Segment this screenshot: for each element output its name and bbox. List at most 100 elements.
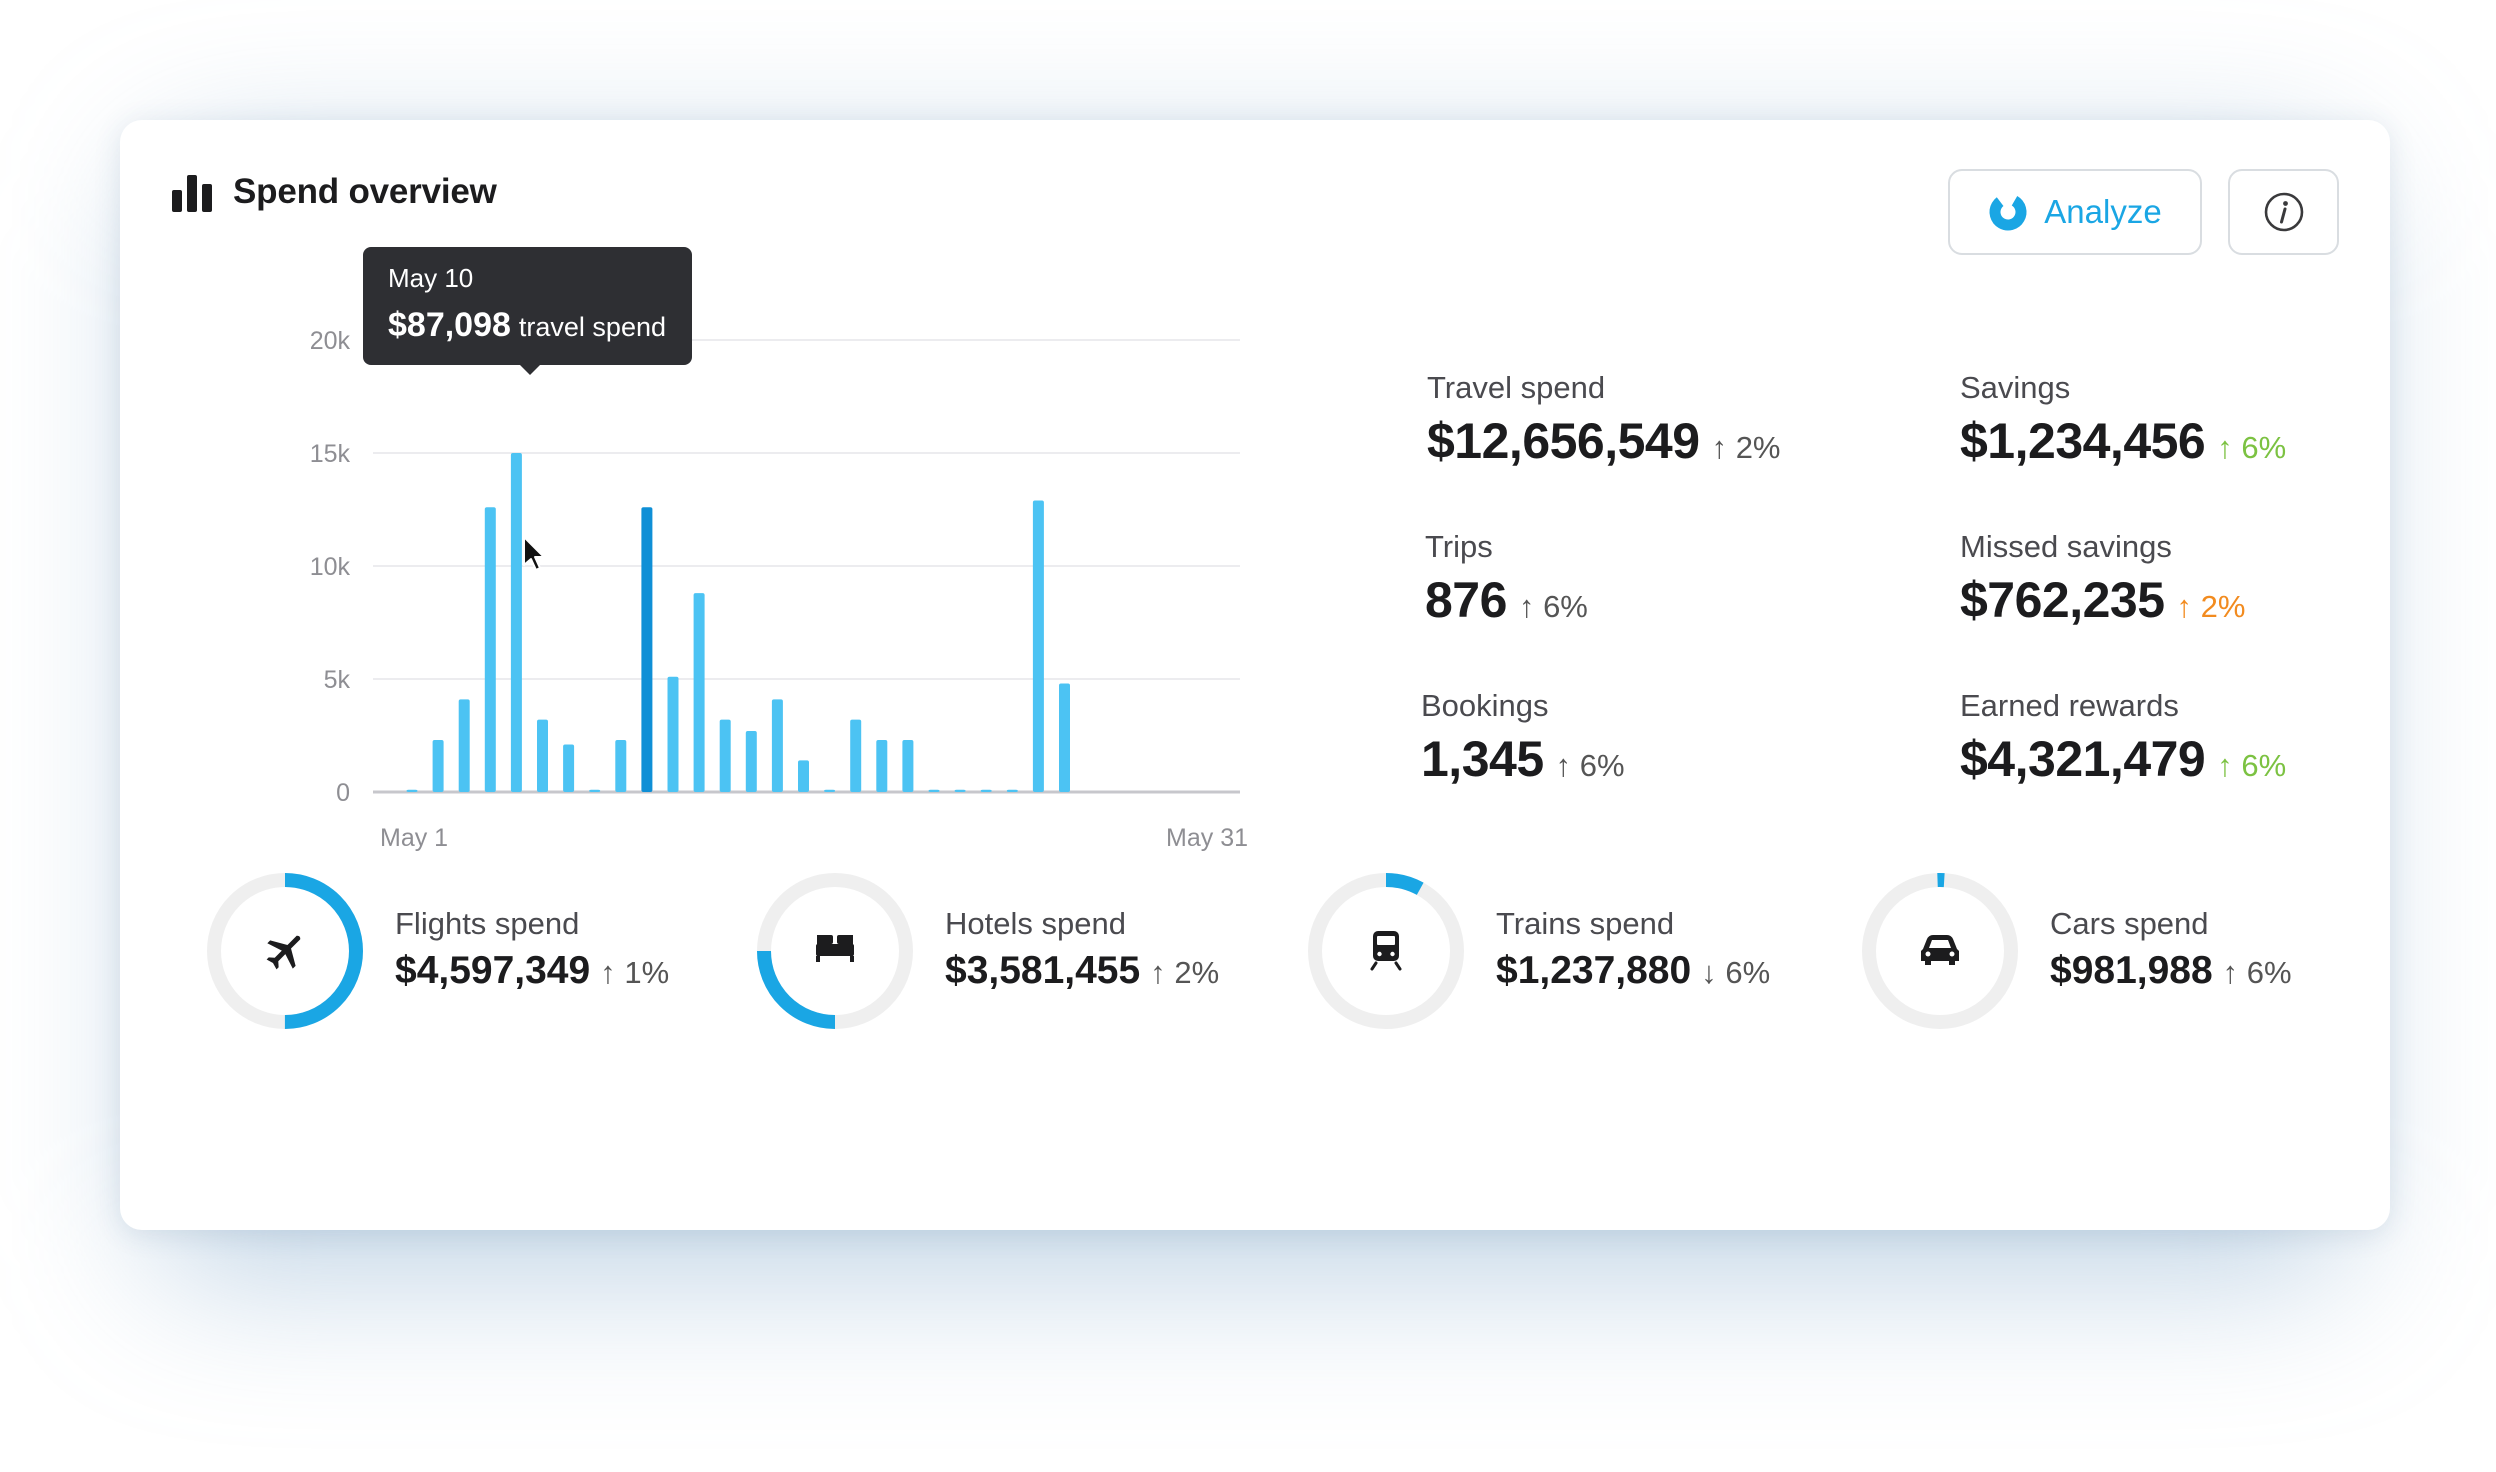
arrow-up-icon: ↑ (1518, 589, 1535, 624)
stat-missed-savings: Missed savings $762,235 ↑ 2% (1960, 529, 2245, 629)
donut-chart (757, 873, 913, 1029)
tooltip-date: May 10 (388, 263, 474, 293)
x-axis-end-label: May 31 (1166, 824, 1248, 852)
y-tick-label: 5k (324, 666, 351, 694)
bar-chart-icon (172, 175, 212, 212)
chart-bar (641, 507, 653, 792)
arrow-up-icon: ↑ (1150, 955, 1166, 990)
chart-bar (876, 740, 888, 792)
car-icon (1921, 935, 1959, 965)
category-value: $3,581,455 (945, 949, 1141, 992)
stat-value: $762,235 (1960, 572, 2165, 628)
donut-progress-arc (207, 873, 363, 1029)
stat-label: Bookings (1421, 688, 1549, 723)
chart-bar (850, 719, 862, 792)
chart-bar (432, 740, 444, 792)
stat-value: $1,234,456 (1960, 413, 2206, 469)
chart-bar (954, 789, 966, 792)
spend-bar-chart: 0 5k 10k 15k 20k May 1 May 31 (310, 327, 1248, 852)
arrow-up-icon: ↑ (2217, 430, 2233, 465)
stat-change: 2% (1735, 430, 1781, 465)
chart-bar (510, 453, 522, 792)
bed-icon (816, 935, 854, 962)
chart-bar (563, 744, 575, 792)
chart-bar (719, 719, 731, 792)
chart-bar (615, 740, 627, 792)
pie-chart-icon (1989, 193, 2027, 231)
stat-change: 2% (2200, 589, 2246, 624)
donut-progress-arc (1308, 873, 1464, 1029)
stat-label: Trips (1425, 529, 1493, 564)
analyze-button[interactable]: Analyze (1948, 169, 2202, 255)
category-label: Flights spend (395, 906, 580, 941)
stat-value: 1,345 (1421, 731, 1544, 787)
category-value: $1,237,880 (1496, 949, 1692, 992)
tooltip-pointer (519, 364, 541, 375)
stat-label: Travel spend (1427, 370, 1606, 405)
donut-chart (207, 873, 363, 1029)
stat-label: Savings (1960, 370, 2071, 405)
donut-chart (1862, 873, 2018, 1030)
stat-value: 876 (1425, 572, 1507, 628)
analyze-button-label: Analyze (2044, 193, 2162, 230)
stat-label: Missed savings (1960, 529, 2172, 564)
stat-savings: Savings $1,234,456 ↑ 6% (1960, 370, 2286, 470)
stat-change: 6% (1579, 748, 1625, 783)
chart-bar (693, 593, 705, 792)
chart-bar (667, 676, 679, 792)
tooltip-value: $87,098 (388, 306, 511, 344)
category-value: $981,988 (2050, 949, 2213, 992)
y-tick-label: 10k (310, 553, 351, 581)
category-value: $4,597,349 (395, 949, 591, 992)
arrow-up-icon: ↑ (1711, 430, 1728, 465)
arrow-up-icon: ↑ (2217, 748, 2233, 783)
chart-bar (589, 789, 601, 792)
train-icon (1370, 931, 1402, 971)
arrow-up-icon: ↑ (600, 955, 616, 990)
category-change: 1% (624, 955, 670, 990)
chart-bar (771, 699, 783, 792)
chart-bar (902, 740, 914, 792)
arrow-down-icon: ↓ (1701, 955, 1717, 990)
arrow-up-icon: ↑ (2176, 589, 2193, 624)
stat-trips: Trips 876 ↑ 6% (1425, 529, 1588, 629)
donut-progress-arc (757, 873, 913, 1029)
tooltip-unit: travel spend (518, 312, 666, 342)
stat-value: $12,656,549 (1427, 413, 1700, 469)
page-title: Spend overview (233, 172, 497, 211)
stat-change: 6% (2241, 430, 2287, 465)
chart-bar (1059, 683, 1070, 792)
chart-bar (980, 789, 992, 792)
x-axis-start-label: May 1 (380, 824, 448, 852)
stat-change: 6% (1543, 589, 1588, 624)
y-tick-label: 15k (310, 440, 351, 468)
arrow-up-icon: ↑ (2222, 955, 2239, 990)
stat-value: $4,321,479 (1960, 731, 2206, 787)
category-label: Cars spend (2050, 906, 2209, 941)
chart-bar (406, 789, 418, 792)
stat-travel-spend: Travel spend $12,656,549 ↑ 2% (1427, 370, 1781, 470)
donut-chart (1308, 873, 1464, 1029)
chart-bar (928, 789, 940, 792)
stat-earned-rewards: Earned rewards $4,321,479 ↑ 6% (1960, 688, 2286, 788)
chart-bar (484, 507, 496, 792)
stat-change: 6% (2241, 748, 2287, 783)
chart-bar (1006, 789, 1018, 792)
y-tick-label: 0 (336, 779, 350, 807)
category-change: 6% (2246, 955, 2292, 990)
chart-tooltip: May 10 $87,098 travel spend (363, 247, 692, 375)
stat-bookings: Bookings 1,345 ↑ 6% (1421, 688, 1625, 788)
category-change: 2% (1174, 955, 1220, 990)
chart-bar (798, 760, 809, 792)
info-icon (2264, 192, 2303, 232)
category-label: Hotels spend (945, 906, 1126, 941)
category-change: 6% (1725, 955, 1771, 990)
stat-label: Earned rewards (1960, 688, 2179, 723)
arrow-up-icon: ↑ (1555, 748, 1572, 783)
mouse-cursor-icon (523, 536, 545, 571)
chart-bar (458, 699, 470, 792)
info-button[interactable] (2228, 169, 2339, 255)
chart-bar (824, 789, 836, 792)
chart-bar (1032, 500, 1044, 792)
chart-bar (745, 730, 757, 792)
